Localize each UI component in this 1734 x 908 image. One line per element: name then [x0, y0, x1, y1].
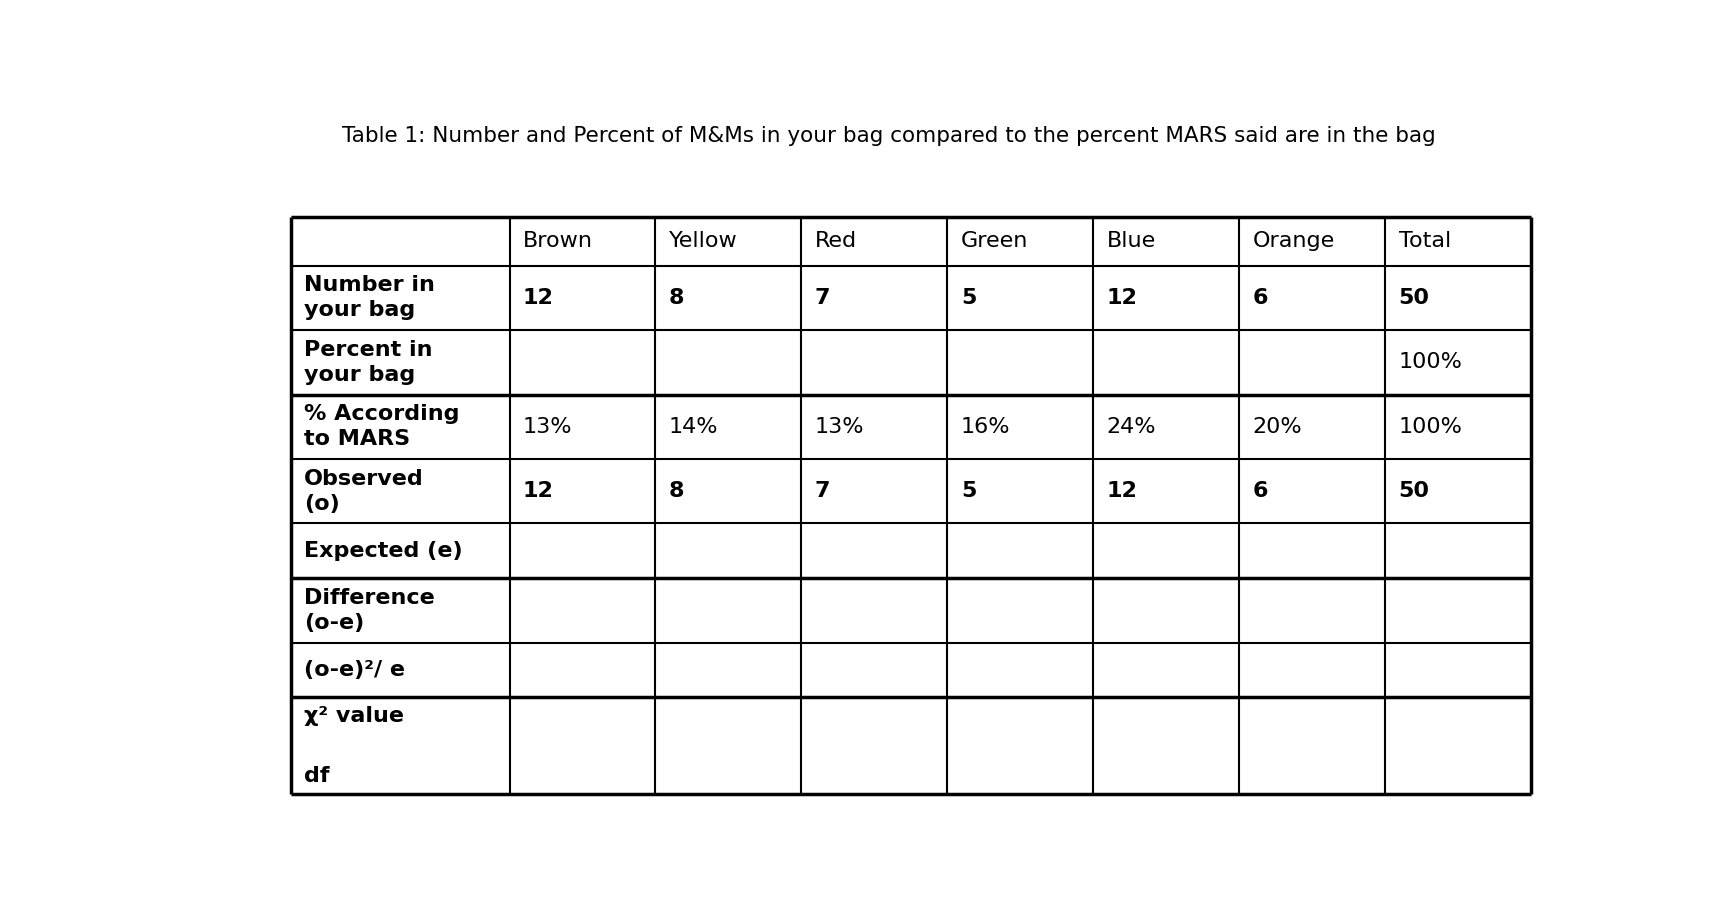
- Text: 7: 7: [815, 481, 831, 501]
- Text: 100%: 100%: [1399, 352, 1462, 372]
- Text: 12: 12: [524, 481, 553, 501]
- Text: Number in
your bag: Number in your bag: [303, 275, 435, 321]
- Text: 6: 6: [1252, 481, 1268, 501]
- Text: 13%: 13%: [524, 417, 572, 437]
- Text: 13%: 13%: [815, 417, 864, 437]
- Text: 16%: 16%: [961, 417, 1011, 437]
- Text: 50: 50: [1399, 288, 1429, 308]
- Text: 24%: 24%: [1106, 417, 1157, 437]
- Text: 8: 8: [669, 481, 685, 501]
- Text: Orange: Orange: [1252, 232, 1335, 252]
- Text: 5: 5: [961, 288, 976, 308]
- Text: Observed
(o): Observed (o): [303, 469, 423, 514]
- Text: Difference
(o-e): Difference (o-e): [303, 588, 435, 633]
- Text: Table 1: Number and Percent of M&Ms in your bag compared to the percent MARS sai: Table 1: Number and Percent of M&Ms in y…: [342, 126, 1436, 146]
- Text: 12: 12: [524, 288, 553, 308]
- Text: % According
to MARS: % According to MARS: [303, 404, 460, 449]
- Text: Yellow: Yellow: [669, 232, 737, 252]
- Text: Percent in
your bag: Percent in your bag: [303, 340, 432, 385]
- Text: (o-e)²/ e: (o-e)²/ e: [303, 660, 406, 680]
- Text: Blue: Blue: [1106, 232, 1157, 252]
- Text: 12: 12: [1106, 481, 1138, 501]
- Text: Brown: Brown: [524, 232, 593, 252]
- Text: 5: 5: [961, 481, 976, 501]
- Text: 50: 50: [1399, 481, 1429, 501]
- Text: 12: 12: [1106, 288, 1138, 308]
- Text: Expected (e): Expected (e): [303, 541, 463, 561]
- Text: 7: 7: [815, 288, 831, 308]
- Text: 6: 6: [1252, 288, 1268, 308]
- Text: 14%: 14%: [669, 417, 718, 437]
- Text: Total: Total: [1399, 232, 1451, 252]
- Text: 8: 8: [669, 288, 685, 308]
- Text: Red: Red: [815, 232, 857, 252]
- Text: 20%: 20%: [1252, 417, 1302, 437]
- Text: χ² value: χ² value: [303, 706, 404, 725]
- Text: Green: Green: [961, 232, 1028, 252]
- Text: 100%: 100%: [1399, 417, 1462, 437]
- Text: df: df: [303, 765, 329, 785]
